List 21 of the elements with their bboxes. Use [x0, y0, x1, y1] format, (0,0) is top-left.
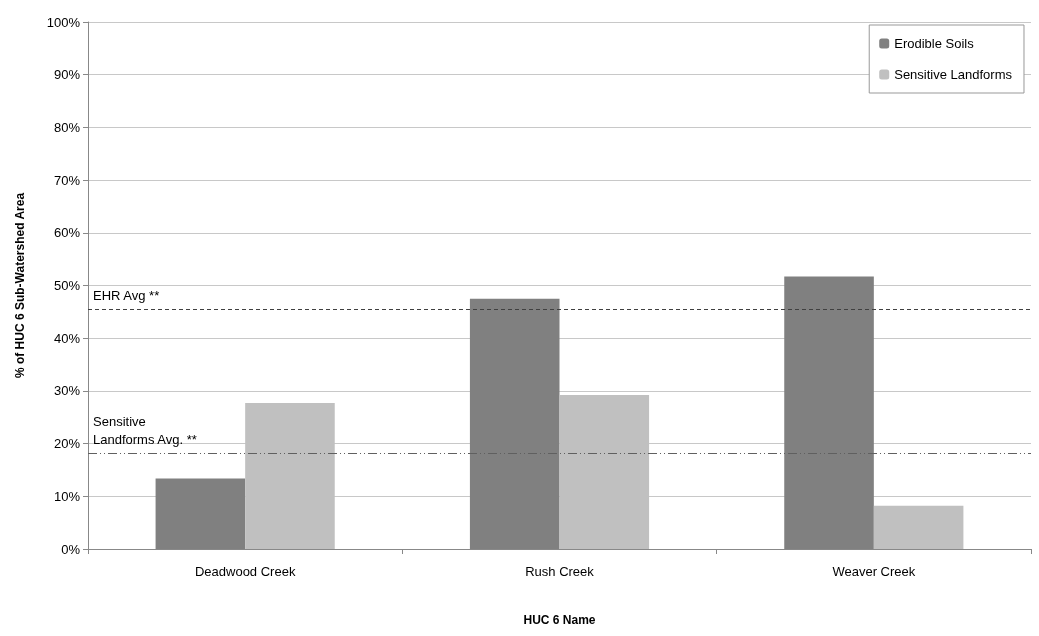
y-tick-label: 90% — [53, 67, 81, 83]
x-tick-label: Weaver Creek — [832, 564, 916, 579]
y-tick-label: 50% — [53, 278, 81, 293]
legend-label: Erodible Soils — [894, 36, 975, 51]
y-tick-label: 70% — [53, 172, 81, 188]
y-tick-label: 80% — [53, 119, 81, 135]
y-tick-label: 100% — [46, 14, 81, 30]
y-tick-label: 10% — [53, 488, 81, 504]
y-tick-label: 60% — [53, 225, 81, 241]
x-tick-label: Deadwood Creek — [194, 564, 296, 579]
y-axis-title: % of HUC 6 Sub-Watershed Area — [13, 192, 27, 379]
y-tick-label: 20% — [53, 436, 81, 452]
y-tick-label: 0% — [61, 541, 81, 557]
y-tick-label: 40% — [53, 330, 81, 346]
x-tick-label: Rush Creek — [525, 564, 595, 579]
x-axis-title: HUC 6 Name — [523, 613, 596, 627]
bar — [873, 505, 964, 549]
legend-label: Sensitive Landforms — [894, 67, 1013, 82]
ref-line-label: EHR Avg ** — [93, 287, 160, 303]
ref-line-label: Sensitive Landforms Avg. ** — [93, 413, 197, 447]
y-tick-label: 30% — [53, 383, 81, 399]
